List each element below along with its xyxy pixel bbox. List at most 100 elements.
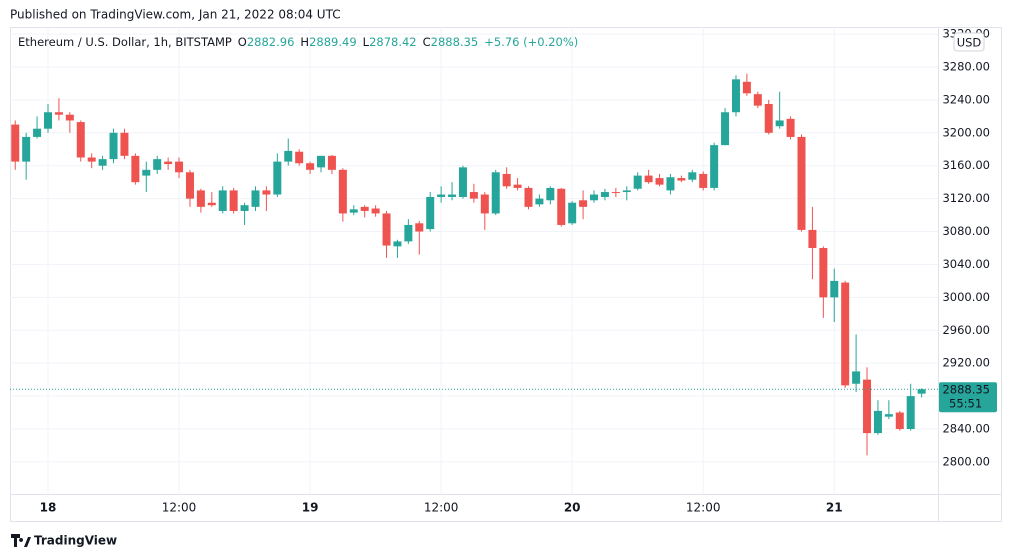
candle-body	[710, 145, 719, 188]
y-tick-label: 3040.00	[942, 257, 990, 271]
candle-body	[33, 128, 42, 137]
y-tick-label: 3160.00	[942, 158, 990, 172]
candle-body	[731, 79, 740, 113]
candle-body	[513, 184, 522, 188]
y-tick-label: 3240.00	[942, 92, 990, 106]
candle-body	[98, 159, 107, 166]
candle-body	[251, 190, 260, 207]
ohlc-value: 2882.96	[247, 35, 295, 49]
ohlc-value: 2888.35	[431, 35, 479, 49]
last-price-label: 2888.35	[942, 383, 990, 397]
candle-body	[535, 198, 544, 205]
candle-body	[175, 161, 184, 173]
ohlc-key: L	[363, 35, 370, 49]
currency-label: USD	[957, 36, 982, 50]
candle-body	[622, 190, 631, 193]
candle-body	[721, 112, 730, 146]
y-tick-label: 3200.00	[942, 125, 990, 139]
candle-body	[207, 202, 216, 206]
candle-body	[906, 396, 915, 430]
y-tick-label: 3120.00	[942, 191, 990, 205]
candle-body	[185, 172, 194, 199]
ohlc-value: 2889.49	[309, 35, 357, 49]
candle-body	[830, 280, 839, 298]
candle-body	[54, 112, 63, 115]
candle-body	[917, 389, 926, 394]
candle-body	[699, 173, 708, 188]
chart-frame	[10, 27, 1002, 522]
candle-body	[22, 136, 31, 162]
candle-body	[404, 224, 413, 242]
ohlc-key: H	[300, 35, 309, 49]
candle-body	[360, 206, 369, 211]
ohlc-key: O	[238, 35, 247, 49]
candle-body	[218, 190, 227, 211]
change-value: +5.76 (+0.20%)	[484, 35, 578, 49]
candle-body	[852, 371, 861, 384]
x-tick-label: 19	[302, 501, 319, 515]
candle-body	[753, 94, 762, 106]
candle-body	[469, 192, 478, 199]
candle-body	[579, 200, 588, 207]
candle-body	[863, 379, 872, 434]
y-tick-label: 2920.00	[942, 356, 990, 370]
candle-body	[142, 169, 151, 176]
candle-body	[120, 132, 129, 156]
candle-body	[611, 192, 620, 194]
candle-body	[317, 155, 326, 168]
candle-body	[76, 122, 85, 158]
candle-body	[349, 209, 358, 213]
x-tick-label: 21	[826, 501, 843, 515]
y-tick-label: 3080.00	[942, 224, 990, 238]
ohlc-value: 2878.42	[369, 35, 417, 49]
x-tick-label: 12:00	[162, 501, 197, 515]
candle-body	[502, 173, 511, 187]
y-tick-label: 2800.00	[942, 454, 990, 468]
y-tick-label: 2960.00	[942, 323, 990, 337]
candle-body	[196, 190, 205, 207]
candle-body	[229, 190, 238, 211]
candle-body	[131, 155, 140, 183]
candle-body	[284, 150, 293, 162]
candle-body	[480, 194, 489, 214]
candle-body	[895, 412, 904, 430]
x-tick-label: 12:00	[424, 501, 459, 515]
candle-body	[327, 155, 336, 170]
candle-body	[295, 151, 304, 164]
candle-body	[306, 163, 315, 170]
candle-body	[65, 114, 74, 121]
last-price-box	[939, 382, 997, 413]
candle-body	[797, 136, 806, 230]
candle-body	[11, 124, 20, 162]
x-tick-label: 20	[564, 501, 581, 515]
candle-body	[153, 159, 162, 170]
x-tick-label: 12:00	[686, 501, 721, 515]
y-tick-label: 2840.00	[942, 422, 990, 436]
candle-body	[884, 414, 893, 417]
candle-body	[524, 187, 533, 207]
candle-body	[873, 410, 882, 434]
candle-body	[590, 194, 599, 201]
brand: TradingView	[11, 534, 117, 548]
candle-body	[633, 175, 642, 189]
brand-name: TradingView	[34, 534, 117, 548]
candle-body	[338, 169, 347, 214]
candle-body	[775, 120, 784, 127]
candle-body	[164, 161, 173, 165]
y-tick-label: 3280.00	[942, 59, 990, 73]
x-tick-label: 18	[40, 501, 57, 515]
candle-body	[808, 229, 817, 248]
candle-body	[448, 194, 457, 197]
candle-body	[437, 194, 446, 197]
published-note: Published on TradingView.com, Jan 21, 20…	[10, 8, 341, 22]
symbol-name: Ethereum / U.S. Dollar, 1h, BITSTAMP	[18, 35, 232, 49]
candle-body	[240, 205, 249, 211]
candle-body	[87, 157, 96, 162]
countdown-label: 55:51	[949, 397, 982, 411]
y-tick-label: 3000.00	[942, 290, 990, 304]
candle-body	[382, 213, 391, 246]
candle-body	[841, 282, 850, 386]
currency-box	[953, 32, 985, 52]
candle-body	[393, 241, 402, 247]
